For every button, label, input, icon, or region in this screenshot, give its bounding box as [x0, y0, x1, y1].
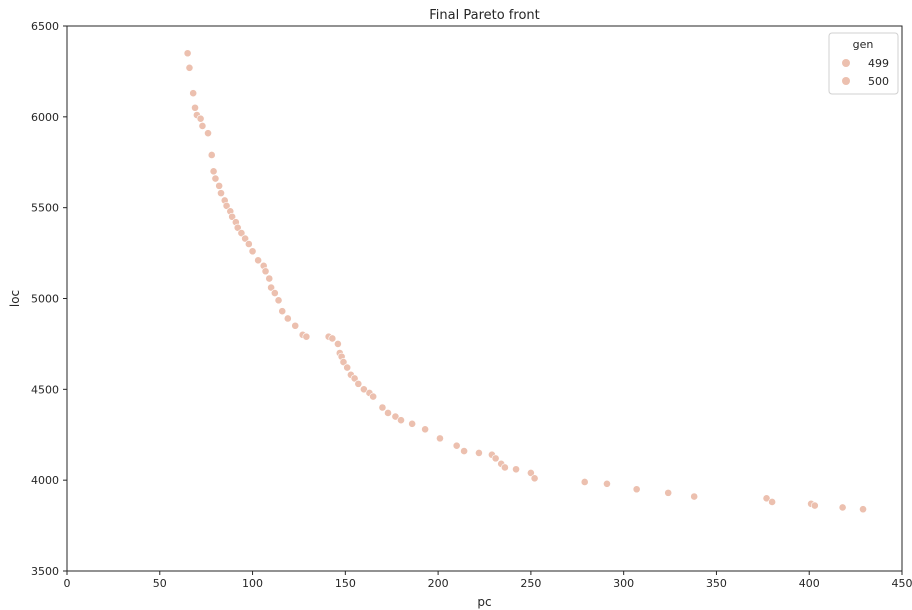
data-point-gen-500: [452, 441, 461, 450]
x-tick-label: 250: [520, 577, 541, 590]
data-point-gen-500: [350, 374, 359, 383]
data-point-gen-500: [198, 122, 207, 130]
x-tick-label: 400: [799, 577, 820, 590]
legend-label-500: 500: [868, 75, 889, 88]
data-point-gen-500: [233, 223, 242, 232]
data-points: [183, 49, 867, 514]
data-point-gen-500: [207, 151, 216, 159]
x-tick-label: 50: [153, 577, 167, 590]
x-tick-label: 300: [613, 577, 634, 590]
data-point-gen-500: [603, 479, 611, 488]
y-tick-label: 6000: [31, 111, 59, 124]
data-point-gen-500: [838, 503, 847, 512]
y-tick-label: 4000: [31, 474, 59, 487]
y-tick-label: 3500: [31, 565, 59, 578]
data-point-gen-500: [265, 274, 274, 283]
x-tick-label: 350: [706, 577, 727, 590]
legend-marker-500: [842, 77, 850, 85]
data-point-gen-500: [354, 379, 363, 388]
data-point-gen-500: [859, 505, 867, 514]
data-point-gen-500: [632, 485, 641, 494]
data-point-gen-500: [501, 463, 509, 472]
data-point-gen-500: [196, 114, 205, 123]
data-point-gen-500: [810, 501, 819, 510]
data-point-gen-500: [185, 63, 194, 72]
data-point-gen-500: [768, 498, 777, 506]
data-point-gen-500: [283, 314, 292, 323]
data-point-gen-500: [291, 321, 300, 330]
data-point-gen-500: [491, 454, 500, 463]
data-point-gen-500: [270, 289, 279, 297]
data-point-gen-500: [526, 468, 535, 477]
y-tick-label: 5500: [31, 202, 59, 215]
data-point-gen-500: [664, 488, 673, 497]
data-point-gen-500: [267, 283, 276, 292]
data-point-gen-500: [369, 392, 378, 401]
data-point-gen-500: [189, 89, 198, 98]
x-tick-label: 150: [335, 577, 356, 590]
y-tick-label: 5000: [31, 293, 59, 306]
data-point-gen-500: [204, 129, 212, 138]
data-point-gen-500: [580, 478, 589, 486]
data-point-gen-500: [215, 181, 224, 190]
data-point-gen-500: [359, 385, 368, 394]
data-point-gen-500: [436, 434, 444, 443]
data-point-gen-500: [244, 240, 253, 248]
y-axis-label: loc: [8, 290, 22, 307]
legend-label-499: 499: [868, 57, 889, 70]
data-point-gen-500: [222, 201, 231, 210]
data-point-gen-500: [254, 256, 263, 265]
legend-title: gen: [853, 38, 874, 51]
data-point-gen-500: [209, 167, 218, 176]
data-point-gen-500: [391, 412, 400, 421]
data-point-gen-500: [217, 189, 225, 198]
data-point-gen-500: [530, 474, 539, 483]
data-point-gen-500: [241, 234, 250, 243]
data-point-gen-500: [261, 267, 270, 276]
x-tick-label: 100: [242, 577, 263, 590]
data-point-gen-500: [339, 358, 348, 366]
data-point-gen-500: [378, 403, 387, 412]
data-point-gen-500: [237, 229, 246, 237]
data-point-gen-500: [762, 494, 771, 503]
data-point-gen-500: [278, 307, 287, 316]
data-point-gen-500: [512, 465, 520, 474]
x-tick-label: 0: [64, 577, 71, 590]
data-point-gen-500: [211, 174, 220, 183]
data-point-gen-500: [460, 447, 468, 455]
data-point-gen-500: [690, 492, 699, 501]
x-axis-label: pc: [477, 595, 491, 609]
x-axis: 0 50 100 150 200 250 300 350 400 450: [64, 571, 912, 590]
legend-marker-499: [842, 59, 850, 67]
data-point-gen-500: [248, 247, 257, 256]
data-point-gen-500: [302, 332, 311, 341]
y-tick-label: 4500: [31, 383, 59, 396]
data-point-gen-500: [183, 49, 192, 58]
data-point-gen-500: [334, 340, 342, 348]
data-point-gen-500: [421, 425, 430, 434]
y-tick-label: 6500: [31, 20, 59, 33]
x-tick-label: 450: [892, 577, 912, 590]
data-point-gen-500: [228, 212, 237, 221]
legend: gen 499 500: [828, 32, 899, 95]
data-point-gen-500: [274, 296, 283, 305]
data-point-gen-500: [328, 334, 337, 343]
data-point-gen-500: [191, 103, 199, 112]
data-point-gen-500: [343, 363, 352, 372]
data-point-gen-500: [475, 449, 483, 457]
chart-title: Final Pareto front: [429, 8, 539, 23]
data-point-gen-500: [384, 409, 392, 417]
data-point-gen-500: [397, 416, 405, 425]
data-point-gen-500: [408, 419, 417, 428]
x-tick-label: 200: [428, 577, 449, 590]
y-axis: 3500 4000 4500 5000 5500 6000 6500: [31, 20, 67, 578]
